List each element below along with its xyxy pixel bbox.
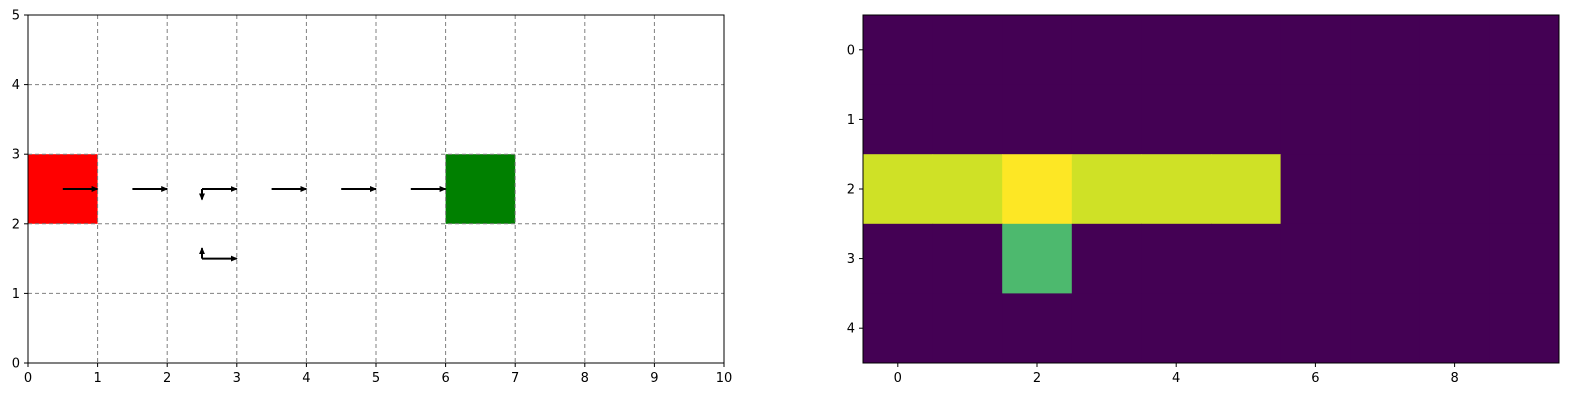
y-tick-label: 4 [847,322,855,337]
x-tick-label: 4 [1172,371,1180,386]
gridworld-plot: 0 1 2 3 4 5 6 7 8 9 10 0 1 2 3 4 5 [12,9,733,387]
heatmap-cell [1280,15,1351,86]
x-tick-label: 10 [716,371,733,386]
heatmap-cell [1280,223,1351,294]
heatmap-cell [932,293,1003,364]
x-tick-label: 7 [511,371,519,386]
heatmap-cell [932,154,1003,225]
heatmap-cell [1141,293,1212,364]
heatmap-cell [1419,154,1490,225]
heatmap-cell [1211,293,1282,364]
heatmap-cell [1350,15,1421,86]
heatmap-cell [863,223,934,294]
x-tick-label: 2 [163,371,171,386]
heatmap-cell [1002,223,1073,294]
heatmap-cell [1071,84,1142,155]
y-tick-label: 0 [12,357,20,372]
heatmap-cell [1280,293,1351,364]
heatmap-cell [1489,293,1560,364]
heatmap-cell [1141,223,1212,294]
heatmap-cell [1071,223,1142,294]
heatmap-cell [1419,84,1490,155]
heatmap-cell [1002,84,1073,155]
heatmap-cell [1419,293,1490,364]
heatmap-cell [863,154,934,225]
y-tick-label: 3 [12,148,20,163]
x-tick-label: 0 [894,371,902,386]
heatmap-cell [1141,15,1212,86]
x-tick-label: 1 [93,371,101,386]
heatmap-cell [1141,154,1212,225]
x-tick-label: 8 [1450,371,1458,386]
heatmap-cell [1141,84,1212,155]
y-tick-label: 1 [847,113,855,128]
heatmap-cell [1489,15,1560,86]
heatmap-cell [1002,293,1073,364]
heatmap-cell [932,84,1003,155]
heatmap-cell [1489,154,1560,225]
heatmap-cell [1419,15,1490,86]
heatmap-cell [1071,154,1142,225]
x-tick-label: 3 [233,371,241,386]
heatmap-cell [1350,223,1421,294]
y-tick-label: 4 [12,78,20,93]
heatmap-cell [1419,223,1490,294]
heatmap-cell [1211,84,1282,155]
heatmap-cell [1280,154,1351,225]
heatmap-cell [1071,293,1142,364]
y-tick-label: 1 [12,287,20,302]
heatmap-cell [1211,223,1282,294]
heatmap-cell [1350,84,1421,155]
x-tick-label: 6 [1311,371,1319,386]
x-tick-label: 4 [302,371,310,386]
x-tick-label: 2 [1033,371,1041,386]
heatmap-cell [863,15,934,86]
goal-cell [445,154,516,224]
heatmap-cell [1489,84,1560,155]
heatmap-cell [1211,15,1282,86]
x-tick-label: 8 [581,371,589,386]
y-tick-label: 0 [847,43,855,58]
y-tick-label: 3 [847,252,855,267]
heatmap-plot: 0 2 4 6 8 0 1 2 3 4 [847,14,1560,386]
heatmap-cell [1211,154,1282,225]
y-tick-label: 5 [12,9,20,24]
heatmap-cell [1002,15,1073,86]
heatmap-cell [863,293,934,364]
heatmap-cell [863,84,934,155]
y-tick-label: 2 [12,217,20,232]
x-tick-label: 5 [372,371,380,386]
heatmap-cell [932,15,1003,86]
heatmap-cell [1489,223,1560,294]
y-tick-label: 2 [847,183,855,198]
x-tick-label: 6 [441,371,449,386]
heatmap-cell [1071,15,1142,86]
heatmap-cell [1350,293,1421,364]
heatmap-cell [1280,84,1351,155]
heatmap-cell [1350,154,1421,225]
x-tick-label: 0 [24,371,32,386]
heatmap-cell [932,223,1003,294]
x-tick-label: 9 [650,371,658,386]
heatmap-cell [1002,154,1073,225]
